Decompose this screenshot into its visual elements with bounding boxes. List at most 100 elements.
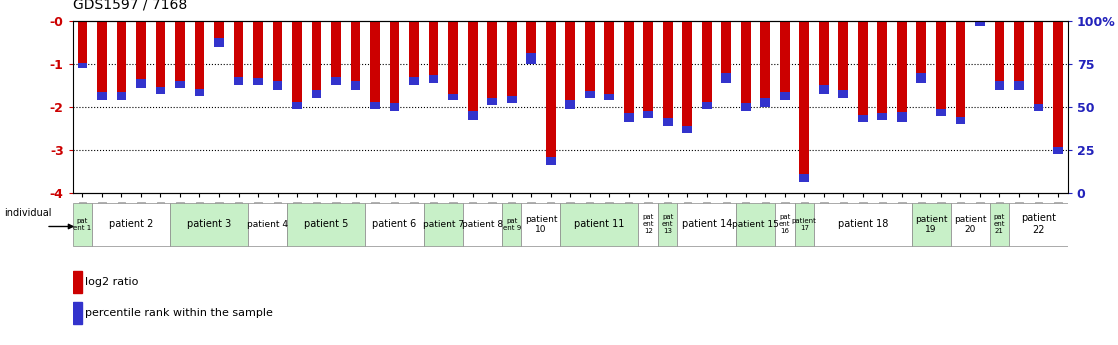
Bar [897,21,907,122]
Bar [780,92,789,100]
Text: pat
ent
12: pat ent 12 [643,214,654,234]
Bar [917,73,926,83]
Text: patient 8: patient 8 [462,220,503,229]
Text: pat
ent 1: pat ent 1 [74,218,92,231]
Bar [77,21,87,68]
Bar [682,21,692,133]
Bar [502,203,521,246]
Bar [390,21,399,111]
Bar [77,63,87,68]
Bar [366,203,424,246]
Bar [721,21,731,83]
Bar [1033,104,1043,111]
Bar [92,203,170,246]
Bar [273,81,283,90]
Bar [390,103,399,111]
Bar [795,203,814,246]
Bar [527,21,536,64]
Bar [253,21,263,86]
Bar [370,21,380,109]
Bar [605,21,614,100]
Bar [989,203,1010,246]
Bar [663,21,673,126]
Text: pat
ent
16: pat ent 16 [779,214,790,234]
Bar [155,21,165,94]
Bar [1053,148,1063,155]
Bar [995,81,1004,90]
Text: pat
ent
13: pat ent 13 [662,214,673,234]
Bar [624,21,634,122]
Text: patient 2: patient 2 [110,219,153,229]
Bar [331,77,341,86]
Bar [605,93,614,100]
Bar [814,203,911,246]
Bar [195,89,205,96]
Bar [760,21,770,107]
Text: patient 15: patient 15 [732,220,779,229]
Bar [424,203,463,246]
Bar [487,98,498,105]
Bar [136,21,145,88]
Text: pat
ent 9: pat ent 9 [502,218,521,231]
Bar [155,87,165,94]
Bar [253,79,263,86]
Bar [1014,81,1024,90]
Bar [936,109,946,116]
Bar [950,203,989,246]
Bar [428,75,438,83]
Bar [975,21,985,26]
Bar [467,21,477,120]
Bar [858,115,868,122]
Bar [878,21,888,120]
Bar [585,21,595,98]
Bar [292,102,302,109]
Bar [682,126,692,133]
Bar [624,114,634,122]
Text: patient 14: patient 14 [682,219,732,229]
Bar [566,100,575,109]
Bar [176,81,184,88]
Bar [1010,203,1068,246]
Bar [467,111,477,120]
Text: percentile rank within the sample: percentile rank within the sample [85,308,273,318]
Text: patient 3: patient 3 [187,219,231,229]
Text: GDS1597 / 7168: GDS1597 / 7168 [73,0,187,12]
Bar [546,21,556,165]
Bar [760,98,770,107]
Bar [331,21,341,86]
Bar [351,21,360,90]
Bar [234,77,244,86]
Bar [351,81,360,90]
Bar [1053,21,1063,155]
Bar [721,73,731,83]
Bar [663,118,673,126]
Bar [956,21,965,124]
Bar [975,22,985,26]
Bar [448,93,458,100]
Bar [1033,21,1043,111]
Bar [741,21,750,111]
Bar [566,21,575,109]
Bar [858,21,868,122]
Bar [506,21,517,103]
Bar [585,91,595,98]
Bar [775,203,795,246]
Bar [956,117,965,124]
Text: patient
22: patient 22 [1021,214,1055,235]
Bar [780,21,789,100]
Bar [799,21,809,183]
Bar [911,203,950,246]
Bar [116,92,126,100]
Bar [736,203,775,246]
Bar [287,203,366,246]
Bar [463,203,502,246]
Bar [838,90,849,98]
Bar [838,21,849,98]
Text: log2 ratio: log2 ratio [85,277,139,287]
Text: patient 18: patient 18 [837,219,888,229]
Bar [215,38,224,47]
Bar [527,53,536,64]
Bar [73,203,92,246]
Bar [73,302,82,324]
Bar [409,21,419,86]
